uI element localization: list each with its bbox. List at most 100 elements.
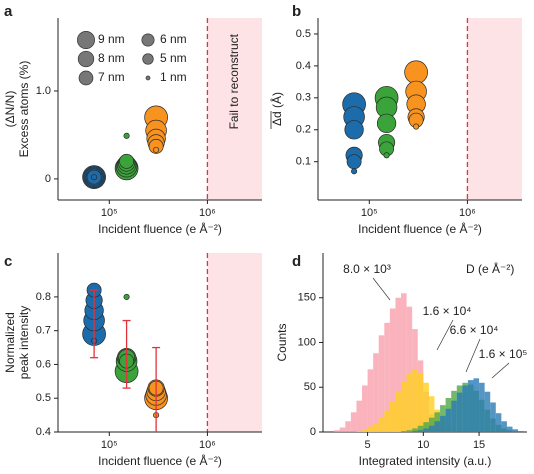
x-tick-label: 10⁶: [459, 207, 476, 219]
hist-bar: [406, 430, 413, 432]
bubble: [148, 138, 164, 154]
y-tick-label: 0: [310, 426, 316, 438]
hist-bar: [395, 391, 402, 432]
y-axis-label: Normalized: [3, 312, 17, 373]
bubble: [344, 120, 364, 140]
series-label: 8.0 × 10³: [343, 262, 391, 276]
hist-bar: [512, 429, 519, 432]
hist-bar: [406, 372, 413, 432]
y-tick-label: 0: [45, 173, 51, 185]
hist-bar: [384, 322, 390, 432]
hist-bar: [401, 381, 407, 432]
hist-bar: [412, 431, 418, 432]
legend-label: 1 nm: [160, 70, 187, 84]
hist-bar: [423, 382, 429, 432]
leader-line: [465, 338, 481, 373]
legend-label: 8 nm: [98, 51, 125, 65]
x-axis-label: Integrated intensity (a.u.): [359, 454, 492, 468]
bubble: [413, 123, 420, 130]
hist-bar: [339, 427, 346, 432]
bubble: [91, 174, 98, 181]
hist-bar: [467, 380, 474, 432]
y-tick-label: 0.4: [296, 60, 311, 72]
x-tick-label: 10⁵: [101, 439, 118, 451]
x-tick-label: 10⁶: [199, 207, 216, 219]
hist-bar: [417, 430, 424, 432]
legend-marker: [77, 31, 95, 49]
hist-bar: [334, 430, 340, 432]
legend-marker: [141, 33, 155, 47]
hist-bar: [362, 429, 368, 432]
x-axis-label: Incident fluence (e Å⁻²): [98, 453, 222, 468]
hist-bar: [456, 392, 463, 432]
x-tick-label: 10: [417, 439, 429, 451]
bubble: [383, 152, 390, 159]
y-tick-label: 150: [298, 292, 316, 304]
x-axis-label: Incident fluence (e Å⁻²): [98, 221, 222, 236]
hist-bar: [356, 431, 363, 432]
x-tick-label: 15: [473, 439, 485, 451]
hist-bar: [506, 426, 513, 432]
hist-bar: [378, 335, 385, 432]
y-tick-label: 0.4: [36, 426, 51, 438]
hist-bar: [412, 369, 418, 432]
hist-bar: [434, 421, 441, 432]
x-tick-label: 10⁵: [101, 207, 118, 219]
bubble: [346, 154, 362, 170]
hist-bar: [345, 421, 351, 432]
series-label: 1.6 × 10⁵: [479, 347, 528, 361]
hist-bar: [389, 308, 396, 432]
x-tick-label: 10⁵: [361, 207, 378, 219]
hist-bar: [378, 417, 385, 432]
hist-bar: [462, 385, 468, 432]
y-axis-label: Δd (Å): [269, 92, 284, 126]
region: [207, 253, 262, 432]
y-tick-label: 0.6: [36, 358, 51, 370]
hist-bar: [389, 401, 396, 432]
hist-bar: [356, 400, 363, 432]
hist-bar: [362, 385, 368, 432]
hist-bar: [401, 431, 407, 432]
bubble: [153, 146, 160, 153]
legend-label: 9 nm: [98, 32, 125, 46]
y-axis-label: Counts: [275, 323, 289, 361]
hist-bar: [350, 412, 357, 432]
y-tick-label: 0.2: [296, 124, 311, 136]
hist-bar: [484, 391, 491, 432]
hist-bar: [423, 422, 429, 432]
bubble: [376, 113, 397, 134]
legend-marker: [78, 70, 94, 86]
y-tick-label: 100: [298, 336, 316, 348]
hist-bar: [406, 306, 413, 432]
y-axis-label: Excess atoms (%): [17, 61, 31, 158]
hist-bar: [423, 428, 429, 432]
hist-bar: [501, 421, 507, 432]
hist-bar: [495, 413, 502, 432]
hist-bar: [428, 425, 435, 432]
hist-bar: [367, 369, 374, 432]
hist-bar: [417, 372, 424, 432]
bubble: [351, 168, 358, 175]
legend-marker: [145, 75, 151, 81]
legend-marker: [142, 53, 154, 65]
hist-bar: [367, 426, 374, 432]
y-axis-label: peak intensity: [17, 306, 31, 379]
panel-letter: a: [4, 3, 13, 20]
y-tick-label: 0.1: [296, 156, 311, 168]
series-label: 1.6 × 10⁴: [423, 304, 472, 318]
legend-marker: [77, 50, 95, 68]
hist-bar: [479, 382, 485, 432]
legend-label: 6 nm: [160, 32, 187, 46]
region-label: Fail to reconstruct: [227, 33, 241, 129]
y-tick-label: 0.5: [296, 28, 311, 40]
y-tick-label: 50: [304, 381, 316, 393]
x-axis-label: Incident fluence (e Å⁻²): [358, 221, 482, 236]
legend-title: D (e Å⁻²): [466, 261, 514, 276]
hist-bar: [417, 425, 424, 432]
hist-bar: [412, 428, 418, 432]
hist-bar: [473, 378, 480, 432]
hist-bar: [440, 415, 446, 432]
region: [207, 18, 262, 200]
hist-bar: [373, 353, 379, 432]
